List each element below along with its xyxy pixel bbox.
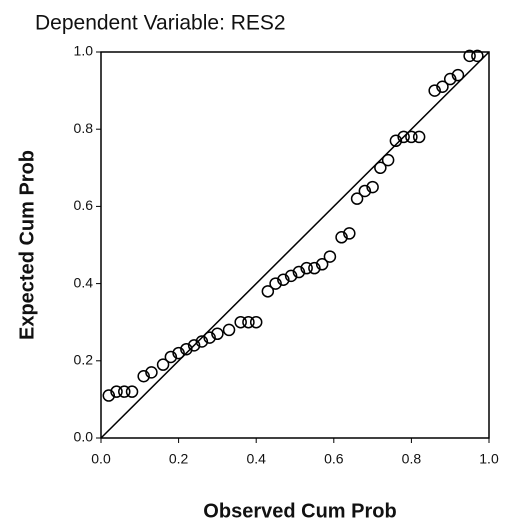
point bbox=[374, 161, 387, 175]
point bbox=[292, 265, 306, 279]
x-tick-label: 0.2 bbox=[169, 451, 189, 467]
point bbox=[350, 192, 364, 205]
point bbox=[249, 315, 263, 329]
point bbox=[261, 285, 275, 298]
point bbox=[405, 130, 418, 144]
y-tick-label: 0.0 bbox=[74, 429, 94, 445]
x-tick-label: 0.4 bbox=[246, 451, 266, 467]
point bbox=[412, 130, 426, 144]
point bbox=[308, 261, 321, 275]
point bbox=[389, 134, 403, 148]
point bbox=[234, 315, 247, 329]
chart-title: Dependent Variable: RES2 bbox=[35, 12, 286, 35]
point bbox=[242, 315, 255, 329]
reference-line bbox=[100, 51, 490, 439]
point bbox=[187, 339, 201, 352]
point bbox=[315, 258, 329, 271]
point bbox=[118, 385, 131, 398]
point bbox=[471, 49, 484, 63]
point bbox=[300, 261, 313, 275]
point bbox=[436, 80, 449, 93]
x-axis-label: Observed Cum Prob bbox=[203, 500, 396, 522]
point bbox=[137, 369, 150, 383]
point bbox=[451, 68, 465, 82]
point bbox=[443, 72, 457, 86]
point bbox=[145, 366, 158, 379]
y-tick-label: 0.2 bbox=[74, 352, 94, 368]
point bbox=[110, 385, 123, 398]
y-tick-label: 0.8 bbox=[74, 120, 94, 136]
point bbox=[269, 277, 282, 290]
y-tick-label: 0.4 bbox=[74, 274, 94, 290]
point bbox=[195, 335, 209, 348]
point bbox=[164, 350, 178, 364]
x-tick-label: 0.0 bbox=[91, 451, 111, 467]
point bbox=[222, 323, 236, 337]
point bbox=[335, 231, 348, 244]
point bbox=[156, 358, 170, 371]
point bbox=[102, 389, 116, 402]
point bbox=[125, 385, 139, 398]
point bbox=[323, 250, 337, 263]
point bbox=[180, 342, 193, 356]
point bbox=[343, 227, 356, 240]
point bbox=[203, 331, 216, 344]
y-tick-label: 1.0 bbox=[74, 43, 94, 59]
point bbox=[366, 180, 379, 194]
y-tick-label: 0.6 bbox=[74, 197, 94, 213]
point bbox=[277, 273, 290, 286]
point bbox=[211, 327, 224, 341]
x-tick-label: 1.0 bbox=[479, 451, 499, 467]
point bbox=[358, 184, 372, 198]
point bbox=[397, 130, 410, 144]
point bbox=[381, 153, 395, 167]
point bbox=[463, 49, 476, 63]
x-tick-label: 0.6 bbox=[324, 451, 344, 467]
point bbox=[428, 84, 441, 97]
plot-frame bbox=[100, 51, 490, 439]
point bbox=[284, 269, 298, 283]
y-axis-label: Expected Cum Prob bbox=[16, 150, 38, 340]
x-tick-label: 0.8 bbox=[402, 451, 422, 467]
point bbox=[172, 346, 185, 360]
